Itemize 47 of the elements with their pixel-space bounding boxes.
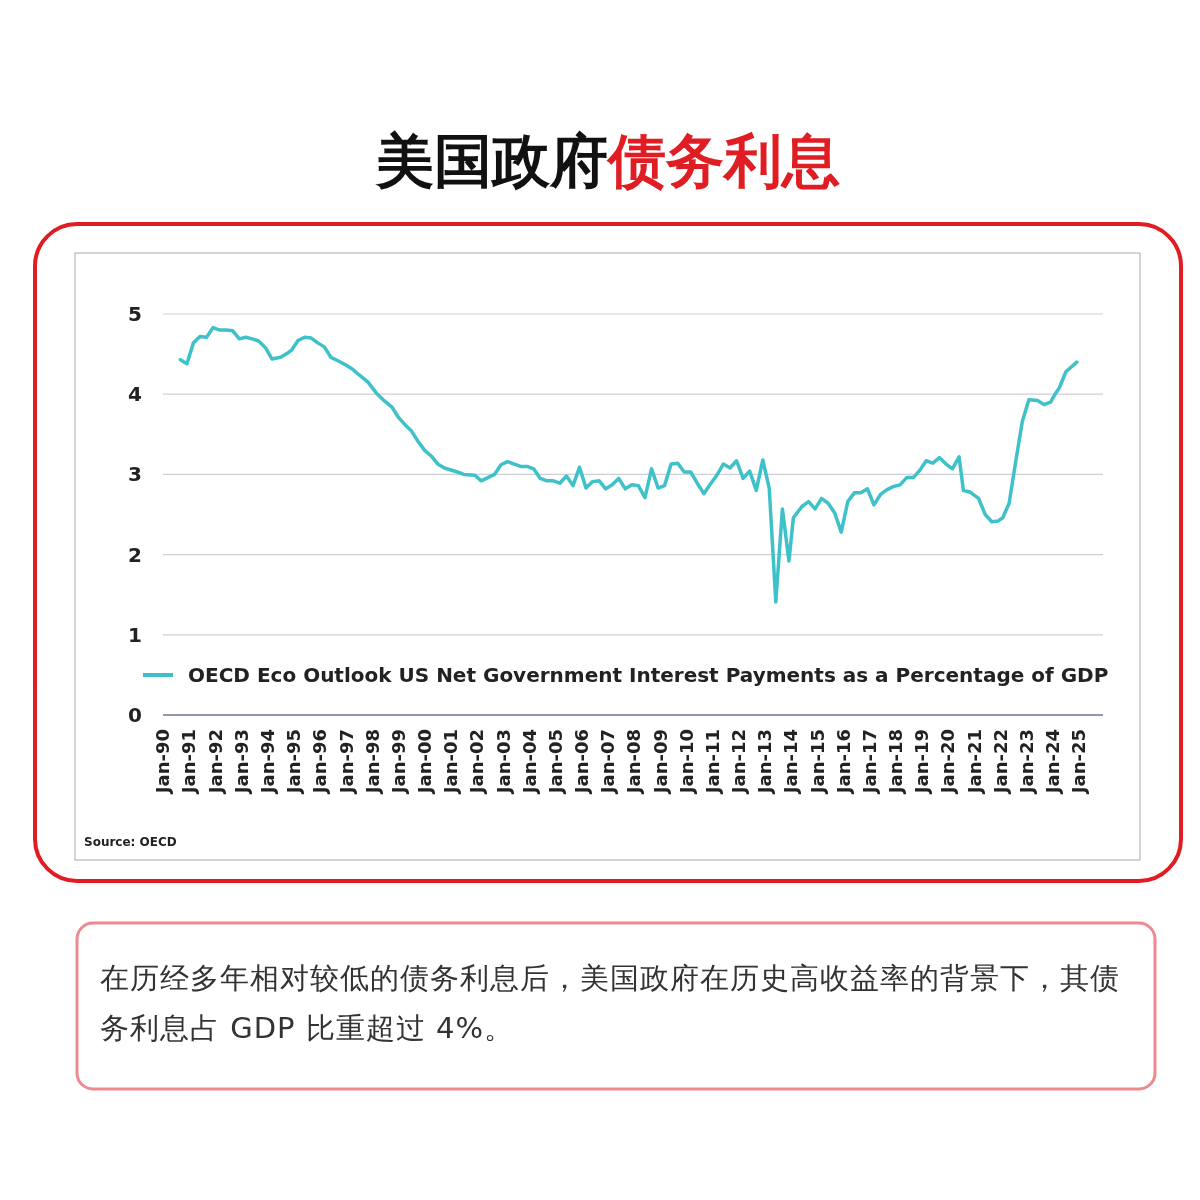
source-note: Source: OECD xyxy=(84,835,177,849)
x-tick-label: Jan-24 xyxy=(1042,729,1064,796)
x-tick-label: Jan-14 xyxy=(780,729,802,796)
x-tick-label: Jan-23 xyxy=(1015,729,1037,796)
text: 在历经多年相对较低的债务利息后，美国政府在历史高收益率的背景下，其债务利息占 GDP 比重超过 4%。 xyxy=(100,960,1121,1047)
y-tick-label: 4 xyxy=(128,382,142,407)
x-tick-label: Jan-22 xyxy=(989,729,1011,796)
line-series xyxy=(178,325,1079,604)
x-tick-label: Jan-15 xyxy=(806,729,828,796)
x-tick-label: Jan-09 xyxy=(649,729,671,796)
x-tick-label: Jan-92 xyxy=(204,729,226,796)
x-tick-label: Jan-03 xyxy=(492,729,514,796)
x-tick-label: Jan-11 xyxy=(701,729,723,796)
x-tick-label: Jan-07 xyxy=(597,729,619,796)
y-tick-label: 5 xyxy=(128,302,142,326)
y-tick-label: 1 xyxy=(128,622,142,647)
x-tick-label: Jan-98 xyxy=(361,729,383,796)
x-tick-label: Jan-94 xyxy=(256,729,278,796)
y-tick-label: 3 xyxy=(128,462,142,487)
x-tick-label: Jan-17 xyxy=(858,729,880,796)
x-tick-label: Jan-93 xyxy=(230,729,252,796)
x-tick-label: Jan-13 xyxy=(754,729,776,796)
x-tick-label: Jan-08 xyxy=(623,729,645,796)
x-tick-label: Jan-97 xyxy=(335,729,357,796)
x-tick-label: Jan-12 xyxy=(728,729,750,796)
chart-title: 美国政府债务利息 xyxy=(375,127,840,195)
x-tick-label: Jan-10 xyxy=(675,729,697,796)
x-tick-label: Jan-99 xyxy=(387,729,409,796)
x-tick-label: Jan-95 xyxy=(283,729,305,796)
x-tick-label: Jan-16 xyxy=(832,729,854,796)
x-tick-label: Jan-25 xyxy=(1068,729,1090,796)
x-tick-label: Jan-04 xyxy=(518,729,540,796)
x-tick-label: Jan-91 xyxy=(178,729,200,796)
x-tick-label: Jan-02 xyxy=(466,729,488,796)
x-tick-label: Jan-21 xyxy=(963,729,985,796)
x-tick-label: Jan-05 xyxy=(544,729,566,796)
x-tick-label: Jan-01 xyxy=(440,729,462,796)
x-tick-label: Jan-90 xyxy=(152,729,174,796)
x-tick-label: Jan-18 xyxy=(885,729,907,796)
x-tick-label: Jan-20 xyxy=(937,729,959,796)
legend-label: OECD Eco Outlook US Net Government Interest Payments as a Percentage of GDP xyxy=(188,663,1109,687)
x-tick-label: Jan-00 xyxy=(413,729,435,796)
y-tick-label: 2 xyxy=(128,542,142,567)
y-tick-label: 0 xyxy=(128,703,142,727)
x-tick-label: Jan-19 xyxy=(911,729,933,796)
x-tick-label: Jan-06 xyxy=(571,729,593,796)
x-tick-label: Jan-96 xyxy=(309,729,331,796)
